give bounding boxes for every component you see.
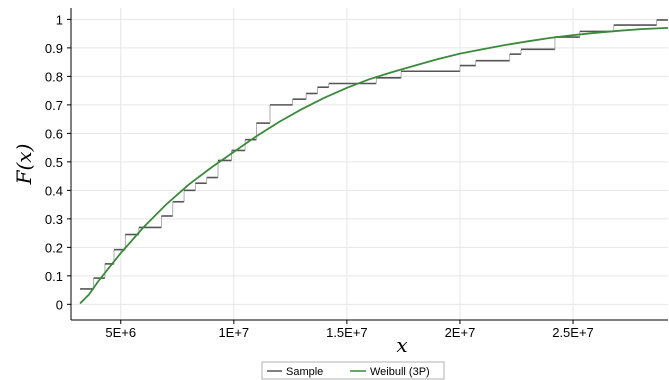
weibull-curve <box>79 27 669 305</box>
tick-labels: 0 0.1 0.2 0.3 0.4 0.5 0.6 0.7 0.8 0.9 1 5E+6 1E+7 1.5… <box>45 12 594 340</box>
grid-lines <box>71 8 668 320</box>
x-tick-label: 2.5E+7 <box>552 325 594 340</box>
y-tick-label: 1 <box>56 12 63 27</box>
series-group <box>79 19 669 305</box>
y-tick-label: 0.1 <box>45 269 63 284</box>
tick-marks <box>67 18 574 324</box>
plot-area <box>71 8 668 320</box>
x-axis-title: x <box>396 333 407 357</box>
y-tick-label: 0.4 <box>45 183 63 198</box>
x-tick-label: 5E+6 <box>105 325 136 340</box>
y-tick-label: 0 <box>56 297 63 312</box>
y-tick-label: 0.3 <box>45 212 63 227</box>
x-tick-label: 2E+7 <box>445 325 476 340</box>
y-tick-label: 0.8 <box>45 69 63 84</box>
legend-weibull-label: Weibull (3P) <box>370 366 430 378</box>
x-tick-label: 1.5E+7 <box>326 325 368 340</box>
y-tick-label: 0.7 <box>45 98 63 113</box>
y-tick-label: 0.2 <box>45 240 63 255</box>
x-tick-label: 1E+7 <box>218 325 249 340</box>
legend-sample-label: Sample <box>286 366 323 378</box>
y-tick-label: 0.9 <box>45 41 63 56</box>
legend: Sample Weibull (3P) <box>261 361 445 380</box>
y-tick-label: 0.5 <box>45 155 63 170</box>
y-tick-label: 0.6 <box>45 126 63 141</box>
y-axis-title: F(x) <box>12 144 36 186</box>
